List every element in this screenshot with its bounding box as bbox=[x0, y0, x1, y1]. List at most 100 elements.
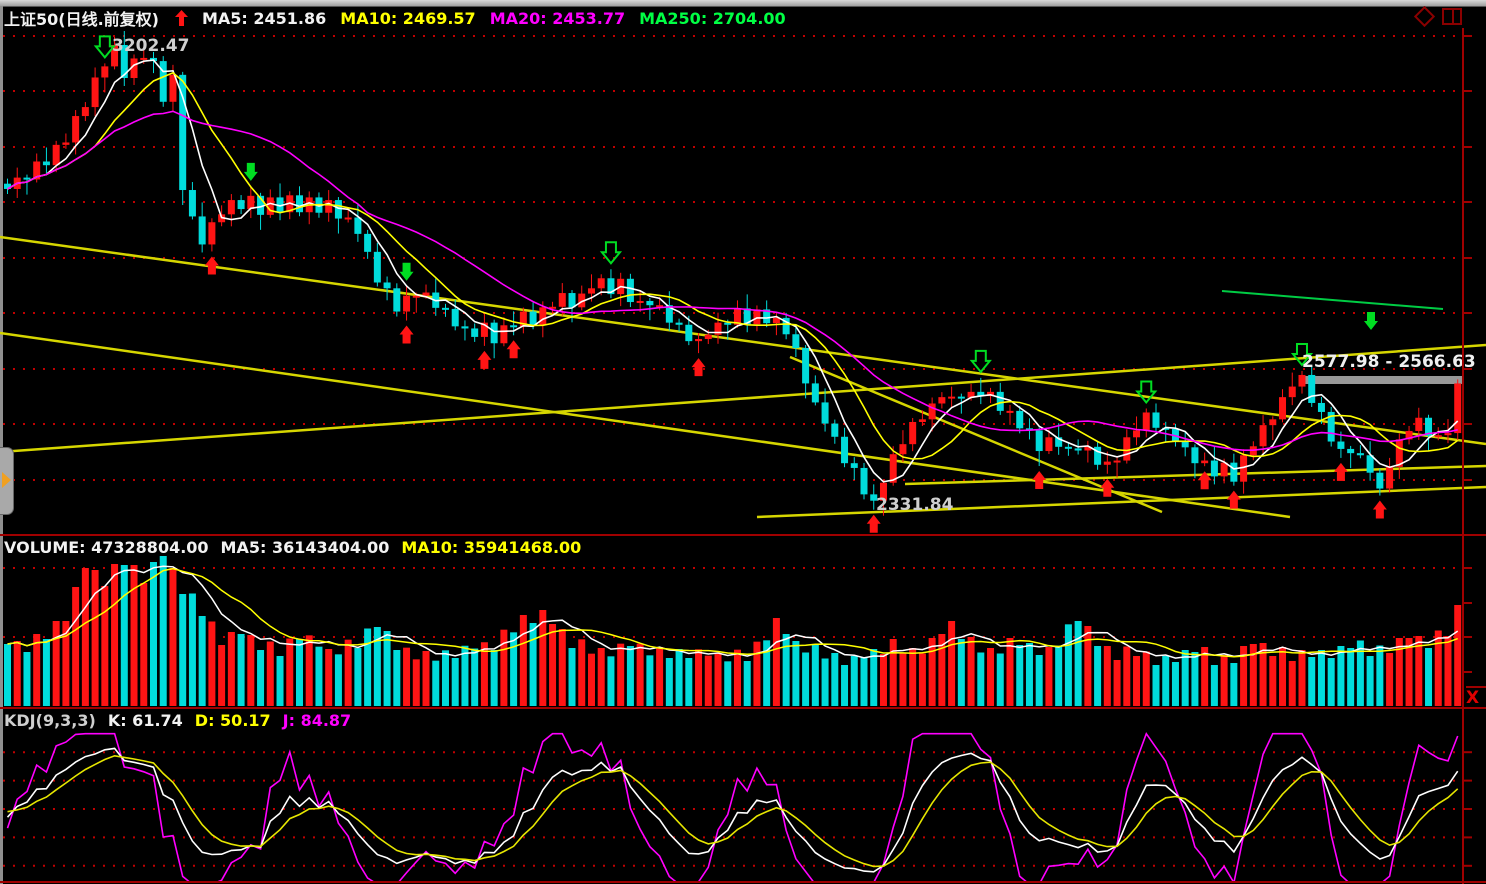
candle-body bbox=[480, 322, 488, 337]
candle-body bbox=[714, 322, 722, 335]
volume-bar bbox=[179, 594, 187, 706]
volume-bar bbox=[1366, 656, 1374, 706]
volume-bar bbox=[724, 661, 732, 706]
volume-bar bbox=[656, 647, 664, 706]
volume-bar bbox=[802, 652, 810, 706]
close-pane-button[interactable]: X bbox=[1466, 686, 1486, 708]
volume-bar bbox=[879, 654, 887, 706]
candle-body bbox=[587, 288, 595, 294]
candle-body bbox=[1434, 435, 1442, 438]
candle-body bbox=[1035, 430, 1043, 452]
volume-bar bbox=[1201, 647, 1209, 706]
candle-body bbox=[247, 195, 255, 210]
volume-bar bbox=[850, 656, 858, 706]
volume-bar bbox=[500, 629, 508, 706]
trough-price-label: 2331.84 bbox=[876, 495, 954, 515]
candle-body bbox=[636, 300, 644, 303]
volume-bar bbox=[315, 646, 323, 706]
volume-bar bbox=[977, 652, 985, 706]
candle-body bbox=[354, 217, 362, 234]
candle-body bbox=[733, 308, 741, 325]
volume-bar bbox=[918, 653, 926, 706]
candle-body bbox=[266, 197, 274, 215]
candle-body bbox=[909, 421, 917, 445]
candle-body bbox=[169, 74, 177, 102]
kdj-header: KDJ(9,3,3) K: 61.74 D: 50.17 J: 84.87 bbox=[4, 711, 351, 730]
volume-bar bbox=[1064, 624, 1072, 706]
volume-bar bbox=[305, 635, 313, 706]
candle-body bbox=[1288, 386, 1296, 398]
candle-body bbox=[1113, 460, 1121, 463]
candle-body bbox=[237, 200, 245, 210]
volume-header: VOLUME: 47328804.00 MA5: 36143404.00 MA1… bbox=[4, 538, 581, 557]
ma5-value: MA5: 2451.86 bbox=[201, 8, 327, 28]
volume-bar bbox=[364, 628, 372, 706]
candle-body bbox=[821, 402, 829, 424]
peak-price-label: 3202.47 bbox=[112, 36, 190, 56]
volume-bar bbox=[617, 643, 625, 706]
candle-body bbox=[1308, 374, 1316, 403]
volume-bar bbox=[42, 639, 50, 706]
volume-bar bbox=[1006, 638, 1014, 706]
volume-bar bbox=[782, 634, 790, 706]
volume-bar bbox=[1191, 652, 1199, 706]
buy-signal-arrow-icon bbox=[691, 358, 706, 377]
volume-bar bbox=[1269, 656, 1277, 706]
candle-body bbox=[383, 282, 391, 289]
volume-bar bbox=[1230, 663, 1238, 706]
volume-bar bbox=[480, 642, 488, 706]
volume-bar bbox=[733, 649, 741, 706]
sidebar-collapse-handle[interactable] bbox=[0, 447, 14, 515]
volume-bar bbox=[81, 568, 89, 706]
volume-bar bbox=[1240, 646, 1248, 706]
candle-body bbox=[510, 325, 518, 328]
volume-bar bbox=[636, 643, 644, 706]
volume-bar bbox=[685, 658, 693, 706]
split-window-icon[interactable] bbox=[1442, 8, 1462, 25]
volume-bar bbox=[393, 650, 401, 706]
volume-ma5-value: MA5: 36143404.00 bbox=[220, 538, 390, 557]
volume-bar bbox=[1288, 661, 1296, 706]
ma250-value: MA250: 2704.00 bbox=[639, 8, 786, 28]
candle-body bbox=[626, 278, 634, 303]
volume-bar bbox=[928, 638, 936, 706]
volume-bar bbox=[198, 616, 206, 706]
volume-bar bbox=[441, 650, 449, 706]
candle-body bbox=[52, 144, 60, 166]
yellow-trendline bbox=[756, 485, 1486, 519]
buy-signal-arrow-icon bbox=[866, 514, 881, 533]
candle-body bbox=[130, 58, 138, 79]
candle-body bbox=[879, 482, 887, 501]
candle-body bbox=[393, 288, 401, 312]
volume-bar bbox=[831, 653, 839, 706]
pane-separator-2[interactable] bbox=[0, 707, 1486, 709]
kdj-j-value: J: 84.87 bbox=[282, 711, 352, 730]
volume-bar bbox=[208, 621, 216, 706]
candle-body bbox=[656, 305, 664, 308]
candle-body bbox=[72, 116, 80, 143]
volume-bar bbox=[1347, 648, 1355, 706]
candle-body bbox=[1181, 441, 1189, 448]
window-corner-icons bbox=[1413, 5, 1462, 28]
candle-body bbox=[441, 307, 449, 310]
volume-bar bbox=[1045, 647, 1053, 706]
symbol-title: 上证50(日线.前复权) bbox=[4, 10, 159, 29]
volume-bar bbox=[354, 648, 362, 706]
volume-bar bbox=[1016, 645, 1024, 706]
kdj-chart[interactable] bbox=[0, 709, 1486, 881]
volume-bar bbox=[558, 629, 566, 706]
price-axis bbox=[1462, 28, 1464, 884]
volume-bar bbox=[1025, 643, 1033, 706]
volume-bar bbox=[1279, 647, 1287, 706]
volume-chart[interactable] bbox=[0, 537, 1486, 708]
candle-body bbox=[1191, 447, 1199, 464]
pane-separator-1[interactable] bbox=[0, 534, 1486, 536]
candle-body bbox=[490, 322, 498, 344]
main-candlestick-chart[interactable] bbox=[0, 28, 1486, 533]
candle-body bbox=[987, 391, 995, 397]
diamond-icon[interactable] bbox=[1413, 5, 1436, 28]
hollow-sell-arrow-icon bbox=[93, 35, 116, 59]
volume-bar bbox=[568, 648, 576, 706]
candle-body bbox=[33, 161, 41, 180]
candle-body bbox=[1415, 417, 1423, 431]
